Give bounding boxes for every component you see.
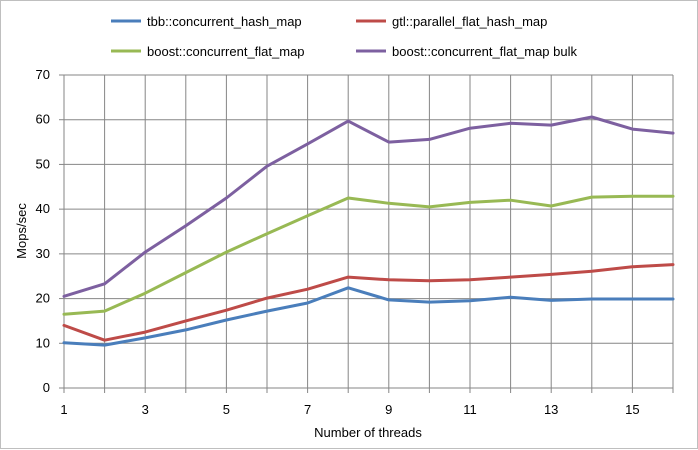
- x-tick-label: 3: [142, 402, 149, 417]
- grid-lines: [64, 74, 674, 388]
- legend-label: boost::concurrent_flat_map bulk: [392, 44, 577, 59]
- series-line-3: [62, 115, 675, 298]
- legend-item-2: boost::concurrent_flat_map: [111, 44, 305, 59]
- series-line-1: [62, 263, 675, 342]
- legend-item-0: tbb::concurrent_hash_map: [111, 14, 302, 29]
- series-line-2: [62, 194, 675, 316]
- y-tick-label: 20: [36, 291, 50, 306]
- y-tick-label: 50: [36, 156, 50, 171]
- legend-label: boost::concurrent_flat_map: [147, 44, 305, 59]
- legend-item-1: gtl::parallel_flat_hash_map: [356, 14, 547, 29]
- axes: [59, 74, 674, 393]
- y-axis-title: Mops/sec: [14, 203, 29, 259]
- legend-label: gtl::parallel_flat_hash_map: [392, 14, 547, 29]
- series-lines: [62, 115, 675, 347]
- y-tick-label: 10: [36, 335, 50, 350]
- legend: tbb::concurrent_hash_map gtl::parallel_fl…: [111, 14, 577, 59]
- y-tick-label: 30: [36, 246, 50, 261]
- x-tick-label: 11: [463, 402, 477, 417]
- legend-label: tbb::concurrent_hash_map: [147, 14, 302, 29]
- x-tick-label: 15: [625, 402, 639, 417]
- legend-item-3: boost::concurrent_flat_map bulk: [356, 44, 577, 59]
- y-tick-label: 60: [36, 112, 50, 127]
- y-tick-label: 0: [43, 380, 50, 395]
- x-tick-label: 13: [544, 402, 558, 417]
- x-tick-label: 9: [385, 402, 392, 417]
- series-line-0: [62, 286, 675, 347]
- x-tick-label: 1: [60, 402, 67, 417]
- y-tick-label: 70: [36, 67, 50, 82]
- x-axis-title: Number of threads: [314, 425, 422, 440]
- y-tick-label: 40: [36, 201, 50, 216]
- x-tick-label: 7: [304, 402, 311, 417]
- x-tick-label: 5: [223, 402, 230, 417]
